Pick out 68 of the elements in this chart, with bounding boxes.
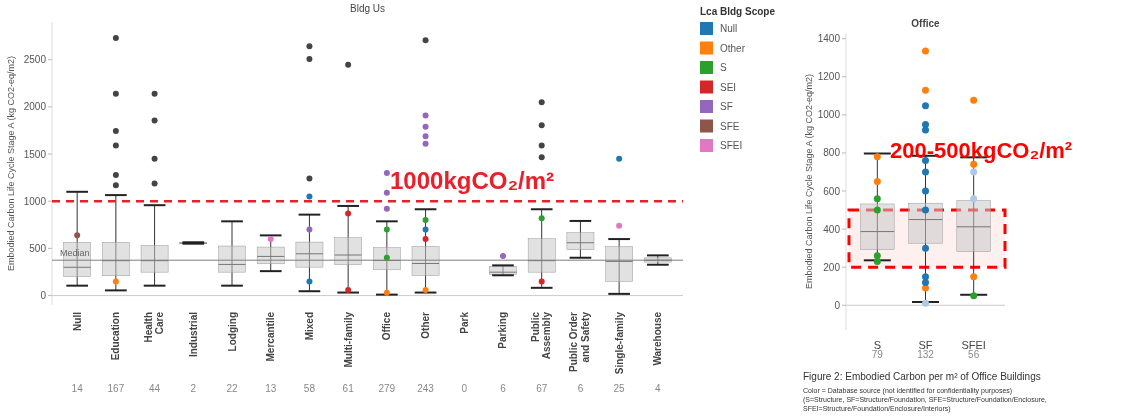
x-tick-label: Office (381, 311, 393, 341)
x-tick-label: Warehouse (652, 311, 664, 366)
text: 2 (190, 383, 197, 394)
x-tick-label: Mixed (303, 312, 315, 341)
chart-title: Bldg Us (349, 3, 386, 14)
text: 79 (871, 349, 884, 360)
text: 6 (500, 383, 507, 394)
x-tick-label: Parking (497, 312, 509, 349)
caption: Figure 2: Embodied Carbon per m² of Office Buildings (803, 371, 1041, 382)
x-tick-label: Single-family (613, 311, 625, 375)
x-tick-label: Education (110, 312, 122, 361)
x-tick-label: S (873, 338, 881, 351)
y-tick-label: 400 (823, 223, 841, 235)
legend-title: Lca Bldg Scope (700, 6, 776, 17)
y-tick-label: 1500 (23, 148, 47, 160)
y-axis-title: Embodied Carbon Life Cycle Stage A (kg CO2-eq/m2) (6, 55, 16, 272)
text: 13 (265, 383, 277, 394)
legend-label: Other (720, 42, 746, 54)
y-tick-label: 1200 (817, 71, 841, 83)
text: 243 (417, 383, 435, 394)
x-tick-label: Other (420, 311, 432, 339)
ref-line-label: Median (60, 248, 90, 259)
legend-label: SEI (720, 81, 737, 93)
text: 6 (577, 383, 584, 394)
y-tick-label: 1000 (23, 195, 47, 207)
text: 4 (655, 383, 662, 394)
y-tick-label: 600 (823, 185, 841, 197)
x-tick-label: SFEI (961, 338, 986, 351)
text: 56 (968, 349, 980, 360)
y-tick-label: 500 (29, 242, 47, 254)
text: 67 (536, 383, 548, 394)
band-label: 200-500kgCO₂/m² (890, 138, 1073, 164)
text: 22 (226, 383, 239, 394)
x-tick-label: Public Order and Safety (568, 311, 591, 373)
y-tick-label: 2000 (23, 101, 47, 113)
legend-label: SFE (720, 120, 740, 132)
y-tick-label: 0 (834, 299, 841, 311)
x-tick-label: Lodging (226, 312, 238, 352)
text: 44 (149, 383, 161, 394)
y-tick-label: 200 (823, 261, 841, 273)
x-tick-label: Mercantile (265, 311, 277, 362)
x-tick-label: Null (71, 311, 83, 331)
y-tick-label: 800 (823, 147, 841, 159)
y-axis-title: Embodied Carbon Life Cycle Stage A (kg CO2-eq/m2) (804, 73, 814, 290)
legend-label: SF (720, 101, 733, 112)
y-tick-label: 0 (40, 290, 47, 302)
x-tick-label: Multi-family (342, 311, 354, 368)
legend-label: S (720, 62, 727, 73)
legend-label: Null (720, 23, 738, 34)
x-tick-label: SF (918, 338, 933, 351)
x-tick-label: Health Care (142, 311, 166, 343)
chart-title: Office (911, 18, 941, 29)
text: 58 (303, 383, 316, 394)
y-tick-label: 2500 (23, 54, 47, 66)
text: 61 (342, 383, 355, 394)
x-tick-label: Public Assembly (529, 311, 553, 360)
legend-label: SFEI (720, 140, 743, 151)
text: 132 (917, 349, 935, 360)
text: 167 (107, 383, 125, 394)
y-tick-label: 1000 (817, 109, 841, 121)
y-tick-label: 1400 (817, 33, 841, 45)
x-tick-label: Park (458, 311, 470, 334)
text: 0 (461, 383, 468, 394)
ref-line-label: 1000kgCO₂/m² (390, 167, 555, 195)
text: 14 (71, 383, 84, 394)
text: 25 (613, 383, 626, 394)
x-tick-label: Industrial (187, 311, 199, 358)
text: 279 (378, 383, 396, 394)
